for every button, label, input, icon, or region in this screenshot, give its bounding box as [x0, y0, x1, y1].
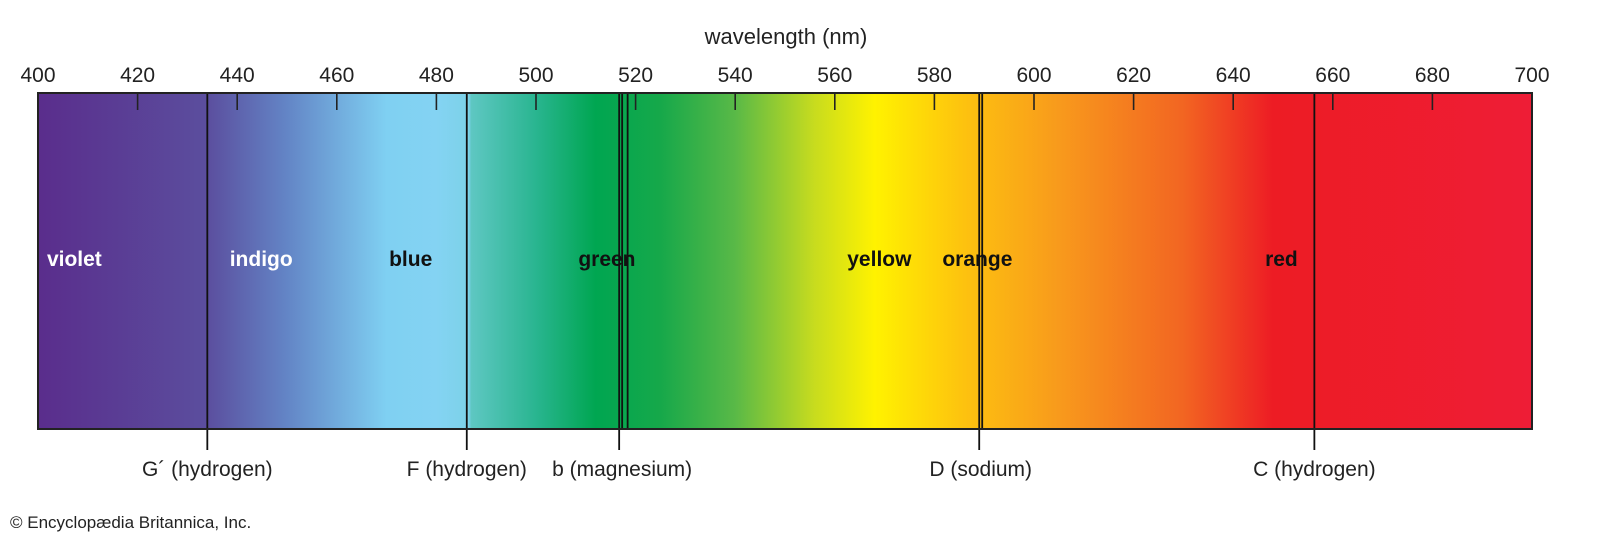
tick-label: 480 — [419, 64, 454, 87]
tick-label: 500 — [518, 64, 553, 87]
color-label-red: red — [1265, 248, 1298, 271]
spectrum-band — [38, 93, 1532, 429]
spectral-line-label: b (magnesium) — [552, 458, 692, 481]
copyright-credit: © Encyclopædia Britannica, Inc. — [10, 513, 252, 532]
spectral-line-label: D (sodium) — [929, 458, 1032, 481]
tick-label: 400 — [20, 64, 55, 87]
color-label-violet: violet — [47, 248, 102, 271]
spectral-line-label: G´ (hydrogen) — [142, 458, 273, 481]
tick-label: 540 — [718, 64, 753, 87]
tick-label: 660 — [1315, 64, 1350, 87]
tick-label: 420 — [120, 64, 155, 87]
tick-label: 600 — [1016, 64, 1051, 87]
tick-label: 700 — [1514, 64, 1549, 87]
color-label-yellow: yellow — [847, 248, 912, 271]
tick-label: 520 — [618, 64, 653, 87]
color-label-blue: blue — [389, 248, 432, 271]
color-label-green: green — [578, 248, 635, 271]
spectral-line-label: F (hydrogen) — [407, 458, 527, 481]
spectral-line-label: C (hydrogen) — [1253, 458, 1376, 481]
tick-label: 680 — [1415, 64, 1450, 87]
color-label-indigo: indigo — [230, 248, 293, 271]
spectrum-frame — [37, 92, 1533, 430]
color-label-orange: orange — [942, 248, 1012, 271]
tick-label: 460 — [319, 64, 354, 87]
tick-label: 620 — [1116, 64, 1151, 87]
tick-label: 640 — [1216, 64, 1251, 87]
tick-label: 560 — [817, 64, 852, 87]
tick-label: 580 — [917, 64, 952, 87]
tick-label: 440 — [220, 64, 255, 87]
axis-title: wavelength (nm) — [704, 24, 868, 49]
